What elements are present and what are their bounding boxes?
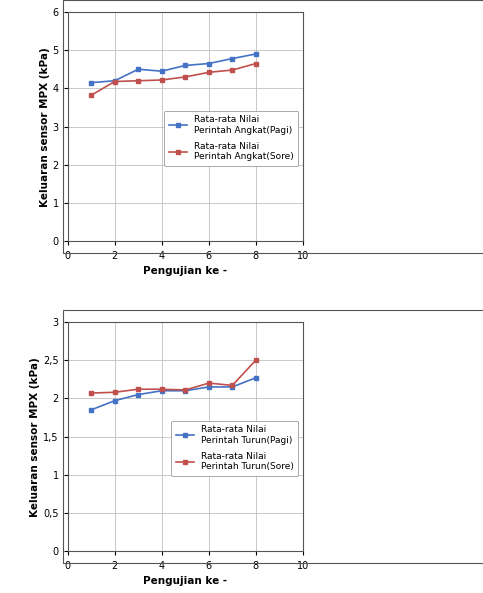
Rata-rata Nilai
Perintah Turun(Sore)	[206, 380, 212, 387]
Rata-rata Nilai
Perintah Turun(Sore)	[159, 385, 165, 393]
Rata-rata Nilai
Perintah Turun(Pagi)	[253, 374, 259, 381]
Rata-rata Nilai
Perintah Turun(Sore)	[229, 382, 235, 389]
Rata-rata Nilai
Perintah Angkat(Pagi)	[88, 79, 94, 86]
X-axis label: Pengujian ke -: Pengujian ke -	[143, 266, 227, 276]
Rata-rata Nilai
Perintah Turun(Pagi)	[229, 383, 235, 390]
Rata-rata Nilai
Perintah Turun(Pagi)	[112, 397, 117, 404]
Rata-rata Nilai
Perintah Turun(Pagi)	[88, 406, 94, 413]
Rata-rata Nilai
Perintah Turun(Sore)	[183, 387, 188, 394]
Line: Rata-rata Nilai
Perintah Angkat(Pagi): Rata-rata Nilai Perintah Angkat(Pagi)	[89, 52, 258, 85]
Rata-rata Nilai
Perintah Angkat(Pagi)	[183, 62, 188, 69]
Rata-rata Nilai
Perintah Angkat(Sore)	[229, 66, 235, 74]
X-axis label: Pengujian ke -: Pengujian ke -	[143, 576, 227, 586]
Legend: Rata-rata Nilai
Perintah Angkat(Pagi), Rata-rata Nilai
Perintah Angkat(Sore): Rata-rata Nilai Perintah Angkat(Pagi), R…	[164, 111, 298, 165]
Rata-rata Nilai
Perintah Turun(Pagi)	[159, 387, 165, 394]
Rata-rata Nilai
Perintah Angkat(Sore)	[135, 77, 141, 84]
Rata-rata Nilai
Perintah Angkat(Sore)	[253, 60, 259, 67]
Rata-rata Nilai
Perintah Angkat(Sore)	[112, 78, 117, 85]
Rata-rata Nilai
Perintah Turun(Pagi)	[183, 387, 188, 394]
Rata-rata Nilai
Perintah Angkat(Sore)	[159, 76, 165, 84]
Rata-rata Nilai
Perintah Angkat(Pagi)	[253, 50, 259, 58]
Rata-rata Nilai
Perintah Angkat(Pagi)	[229, 55, 235, 62]
Rata-rata Nilai
Perintah Angkat(Pagi)	[206, 60, 212, 67]
Line: Rata-rata Nilai
Perintah Turun(Sore): Rata-rata Nilai Perintah Turun(Sore)	[89, 358, 258, 396]
Y-axis label: Keluaran sensor MPX (kPa): Keluaran sensor MPX (kPa)	[30, 357, 40, 517]
Line: Rata-rata Nilai
Perintah Turun(Pagi): Rata-rata Nilai Perintah Turun(Pagi)	[89, 375, 258, 412]
Rata-rata Nilai
Perintah Turun(Pagi)	[135, 391, 141, 398]
Rata-rata Nilai
Perintah Angkat(Sore)	[206, 69, 212, 76]
Rata-rata Nilai
Perintah Angkat(Sore)	[183, 74, 188, 81]
Rata-rata Nilai
Perintah Angkat(Pagi)	[159, 68, 165, 75]
Line: Rata-rata Nilai
Perintah Angkat(Sore): Rata-rata Nilai Perintah Angkat(Sore)	[89, 61, 258, 98]
Rata-rata Nilai
Perintah Turun(Sore)	[88, 390, 94, 397]
Rata-rata Nilai
Perintah Turun(Sore)	[135, 385, 141, 393]
Y-axis label: Keluaran sensor MPX (kPa): Keluaran sensor MPX (kPa)	[40, 47, 50, 206]
Rata-rata Nilai
Perintah Angkat(Pagi)	[135, 66, 141, 73]
Rata-rata Nilai
Perintah Angkat(Sore)	[88, 92, 94, 99]
Rata-rata Nilai
Perintah Angkat(Pagi)	[112, 77, 117, 84]
Rata-rata Nilai
Perintah Turun(Sore)	[112, 389, 117, 396]
Rata-rata Nilai
Perintah Turun(Pagi)	[206, 383, 212, 390]
Rata-rata Nilai
Perintah Turun(Sore)	[253, 356, 259, 364]
Legend: Rata-rata Nilai
Perintah Turun(Pagi), Rata-rata Nilai
Perintah Turun(Sore): Rata-rata Nilai Perintah Turun(Pagi), Ra…	[171, 420, 298, 476]
